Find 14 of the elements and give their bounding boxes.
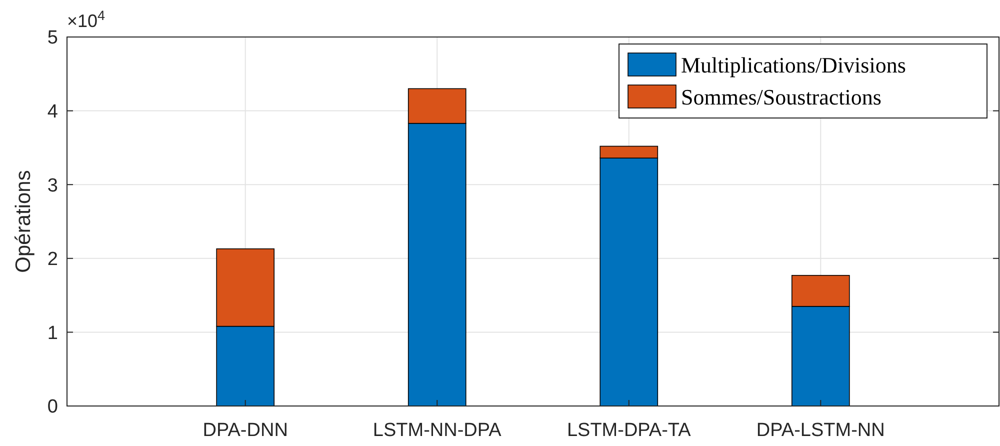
legend-label: Multiplications/Divisions — [681, 52, 906, 78]
legend-label: Sommes/Soustractions — [681, 84, 882, 110]
x-tick-label: LSTM-NN-DPA — [372, 420, 502, 441]
x-tick-label: DPA-LSTM-NN — [756, 420, 885, 441]
y-tick-label: 4 — [47, 101, 58, 122]
y-tick-label: 5 — [47, 28, 58, 49]
y-tick-label: 2 — [47, 249, 58, 270]
x-tick-label: DPA-DNN — [202, 420, 288, 441]
y-tick-label: 0 — [47, 396, 58, 418]
y-axis-title: Opérations — [12, 170, 35, 273]
y-tick-label: 1 — [47, 322, 58, 344]
x-tick-label: LSTM-DPA-TA — [566, 420, 692, 441]
y-tick-label: 3 — [47, 175, 58, 196]
text: ×10$^{4}$ — [67, 8, 106, 31]
